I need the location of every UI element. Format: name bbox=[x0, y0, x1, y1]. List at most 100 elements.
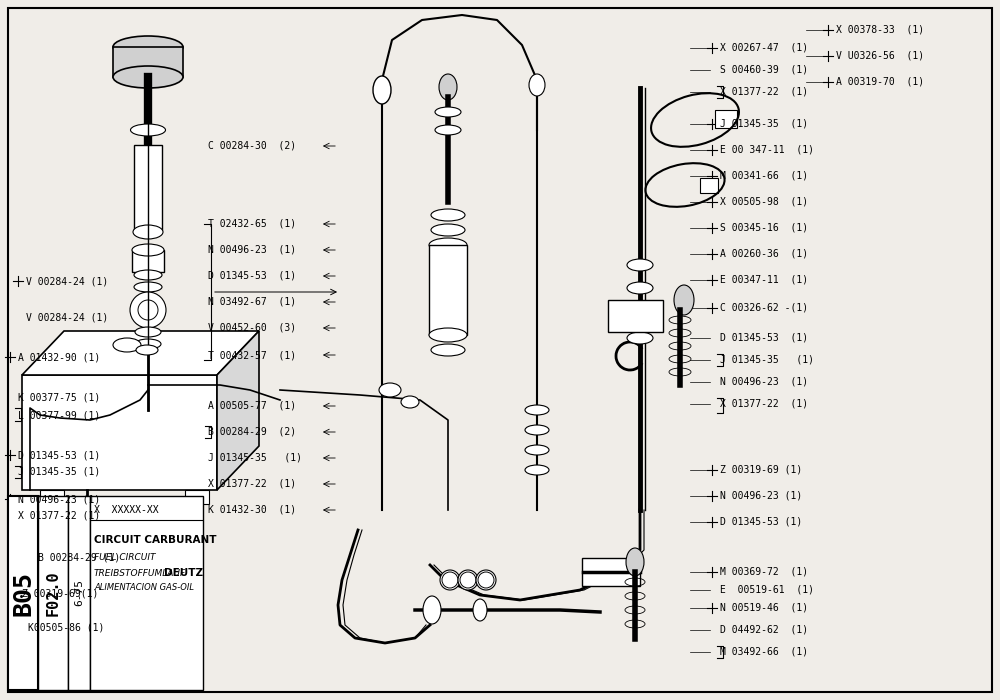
Ellipse shape bbox=[423, 596, 441, 624]
Text: X 00505-98  (1): X 00505-98 (1) bbox=[720, 197, 808, 207]
Text: K 00377-75 (1): K 00377-75 (1) bbox=[18, 393, 100, 403]
Ellipse shape bbox=[429, 328, 467, 342]
Ellipse shape bbox=[134, 270, 162, 280]
Text: Z 00319-69(1): Z 00319-69(1) bbox=[22, 589, 98, 599]
Ellipse shape bbox=[627, 332, 653, 344]
Bar bbox=[132, 250, 164, 272]
Ellipse shape bbox=[136, 345, 158, 355]
Ellipse shape bbox=[431, 209, 465, 221]
Text: B05: B05 bbox=[11, 570, 35, 615]
Ellipse shape bbox=[525, 465, 549, 475]
Ellipse shape bbox=[373, 76, 391, 104]
Ellipse shape bbox=[458, 570, 478, 590]
Text: M 00369-72  (1): M 00369-72 (1) bbox=[720, 567, 808, 577]
Text: TREIBSTOFFUMLAUF: TREIBSTOFFUMLAUF bbox=[94, 568, 186, 578]
Text: J 01345-35 (1): J 01345-35 (1) bbox=[18, 467, 100, 477]
Text: 6-75: 6-75 bbox=[74, 580, 84, 606]
Bar bbox=[8, 496, 38, 690]
Bar bbox=[113, 47, 183, 77]
Text: N 00496-23  (1): N 00496-23 (1) bbox=[720, 377, 808, 387]
Ellipse shape bbox=[379, 383, 401, 397]
Text: A 01432-90 (1): A 01432-90 (1) bbox=[18, 352, 100, 362]
Ellipse shape bbox=[435, 125, 461, 135]
Text: T 00432-57  (1): T 00432-57 (1) bbox=[208, 350, 296, 360]
Text: E 00 347-11  (1): E 00 347-11 (1) bbox=[720, 145, 814, 155]
Text: V 00452-60  (3): V 00452-60 (3) bbox=[208, 323, 296, 333]
Ellipse shape bbox=[525, 405, 549, 415]
Ellipse shape bbox=[429, 238, 467, 252]
Text: J 01345-35  (1): J 01345-35 (1) bbox=[720, 119, 808, 129]
Bar bbox=[429, 245, 467, 335]
Ellipse shape bbox=[80, 506, 94, 514]
Text: N 00496-23 (1): N 00496-23 (1) bbox=[18, 494, 100, 504]
Text: S 00345-16  (1): S 00345-16 (1) bbox=[720, 223, 808, 233]
Text: V 00284-24 (1): V 00284-24 (1) bbox=[26, 276, 108, 286]
Ellipse shape bbox=[135, 327, 161, 337]
Ellipse shape bbox=[135, 339, 161, 349]
Ellipse shape bbox=[525, 425, 549, 435]
Text: J 01345-35   (1): J 01345-35 (1) bbox=[208, 453, 302, 463]
Ellipse shape bbox=[435, 107, 461, 117]
Text: K00505-86 (1): K00505-86 (1) bbox=[28, 623, 104, 633]
Ellipse shape bbox=[439, 74, 457, 100]
Text: X 01377-22  (1): X 01377-22 (1) bbox=[208, 479, 296, 489]
Ellipse shape bbox=[440, 570, 460, 590]
Text: X 00267-47  (1): X 00267-47 (1) bbox=[720, 43, 808, 53]
Ellipse shape bbox=[627, 306, 653, 318]
Ellipse shape bbox=[431, 344, 465, 356]
Text: X 01377-22  (1): X 01377-22 (1) bbox=[720, 399, 808, 409]
Bar bbox=[22, 375, 217, 490]
Bar bbox=[185, 490, 209, 504]
Text: A 00505-77  (1): A 00505-77 (1) bbox=[208, 401, 296, 411]
Text: D 01345-53  (1): D 01345-53 (1) bbox=[208, 271, 296, 281]
Text: FUEL CIRCUIT: FUEL CIRCUIT bbox=[94, 554, 156, 563]
Ellipse shape bbox=[113, 338, 141, 352]
Text: D 01345-53 (1): D 01345-53 (1) bbox=[720, 517, 802, 527]
Text: D 01345-53 (1): D 01345-53 (1) bbox=[18, 450, 100, 460]
Text: M 03492-66  (1): M 03492-66 (1) bbox=[720, 647, 808, 657]
Bar bbox=[40, 490, 64, 504]
Ellipse shape bbox=[133, 225, 163, 239]
Ellipse shape bbox=[473, 599, 487, 621]
Text: T 02432-65  (1): T 02432-65 (1) bbox=[208, 219, 296, 229]
Text: V 00284-24 (1): V 00284-24 (1) bbox=[26, 313, 108, 323]
Text: K 01432-30  (1): K 01432-30 (1) bbox=[208, 505, 296, 515]
Ellipse shape bbox=[132, 244, 164, 256]
Ellipse shape bbox=[525, 445, 549, 455]
Text: N 00496-23  (1): N 00496-23 (1) bbox=[208, 245, 296, 255]
Text: S 00460-39  (1): S 00460-39 (1) bbox=[720, 65, 808, 75]
Ellipse shape bbox=[431, 224, 465, 236]
Text: D 01345-53  (1): D 01345-53 (1) bbox=[720, 333, 808, 343]
Text: B 00284-29 (1): B 00284-29 (1) bbox=[38, 553, 120, 563]
Text: J 01345-35   (1): J 01345-35 (1) bbox=[720, 355, 814, 365]
Ellipse shape bbox=[134, 282, 162, 292]
Polygon shape bbox=[22, 331, 259, 375]
Text: N 00519-46  (1): N 00519-46 (1) bbox=[720, 603, 808, 613]
Ellipse shape bbox=[529, 74, 545, 96]
Text: CIRCUIT CARBURANT: CIRCUIT CARBURANT bbox=[94, 535, 216, 545]
Ellipse shape bbox=[626, 548, 644, 576]
Text: N 00496-23 (1): N 00496-23 (1) bbox=[720, 491, 802, 501]
Text: E 00347-11  (1): E 00347-11 (1) bbox=[720, 275, 808, 285]
Text: M 00341-66  (1): M 00341-66 (1) bbox=[720, 171, 808, 181]
Bar bbox=[38, 496, 68, 690]
Bar bbox=[582, 558, 640, 586]
Text: E  00519-61  (1): E 00519-61 (1) bbox=[720, 585, 814, 595]
Bar bbox=[68, 496, 90, 690]
Ellipse shape bbox=[113, 36, 183, 58]
Text: DEUTZ: DEUTZ bbox=[164, 568, 203, 578]
Polygon shape bbox=[217, 331, 259, 490]
Ellipse shape bbox=[627, 282, 653, 294]
Text: Z 00319-69 (1): Z 00319-69 (1) bbox=[720, 465, 802, 475]
Ellipse shape bbox=[401, 396, 419, 408]
Text: X  XXXXX-XX: X XXXXX-XX bbox=[94, 505, 159, 515]
Ellipse shape bbox=[674, 285, 694, 315]
Text: N 03492-67  (1): N 03492-67 (1) bbox=[208, 297, 296, 307]
Text: X 01377-22 (1): X 01377-22 (1) bbox=[18, 511, 100, 521]
Text: C 00284-30  (2): C 00284-30 (2) bbox=[208, 141, 296, 151]
Bar bbox=[715, 110, 737, 128]
Ellipse shape bbox=[374, 79, 390, 101]
Text: V U0326-56  (1): V U0326-56 (1) bbox=[836, 51, 924, 61]
Text: B 00284-29  (2): B 00284-29 (2) bbox=[208, 427, 296, 437]
Ellipse shape bbox=[113, 66, 183, 88]
